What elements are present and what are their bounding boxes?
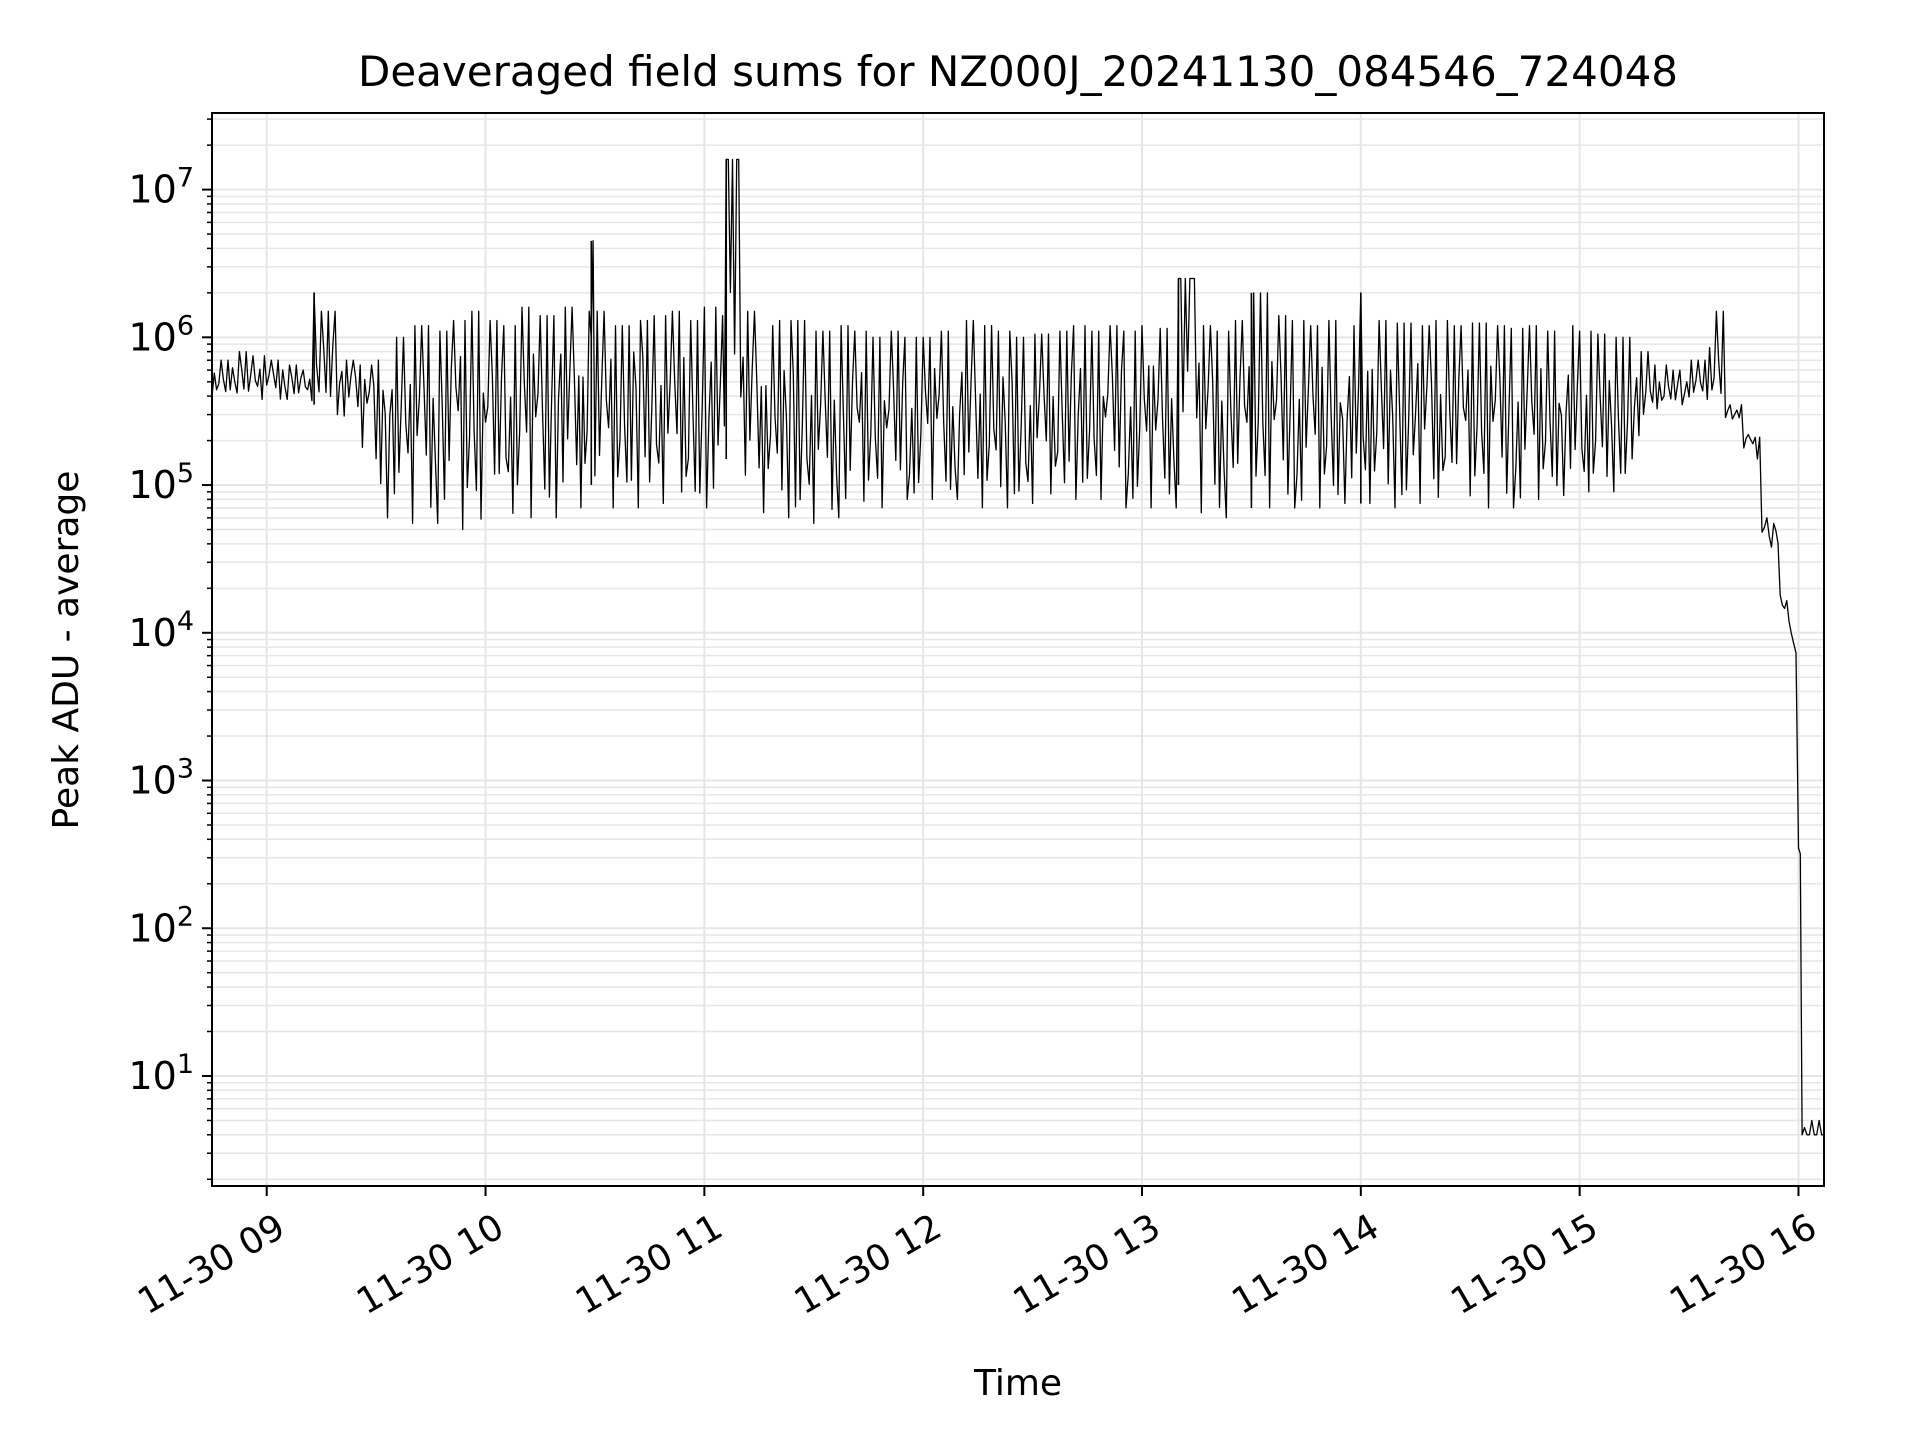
x-axis-label: Time xyxy=(973,1363,1062,1404)
plot-area xyxy=(212,158,1824,1136)
major-gridlines xyxy=(212,113,1824,1186)
y-tick-label: 104 xyxy=(128,606,194,655)
y-axis-label: Peak ADU - average xyxy=(46,471,87,830)
y-tick-label: 102 xyxy=(128,901,194,950)
y-tick-label: 106 xyxy=(128,310,194,359)
y-tick-label: 107 xyxy=(128,163,194,212)
y-axis: 101 102 103 104 105 106 107 xyxy=(128,118,212,1180)
y-tick-label: 105 xyxy=(128,458,194,507)
y-tick-label: 103 xyxy=(128,754,194,803)
plot-frame xyxy=(211,112,1825,1187)
chart-title: Deaveraged field sums for NZ000J_2024113… xyxy=(358,47,1678,96)
series-line xyxy=(212,158,1824,1136)
y-tick-label: 101 xyxy=(128,1049,194,1098)
